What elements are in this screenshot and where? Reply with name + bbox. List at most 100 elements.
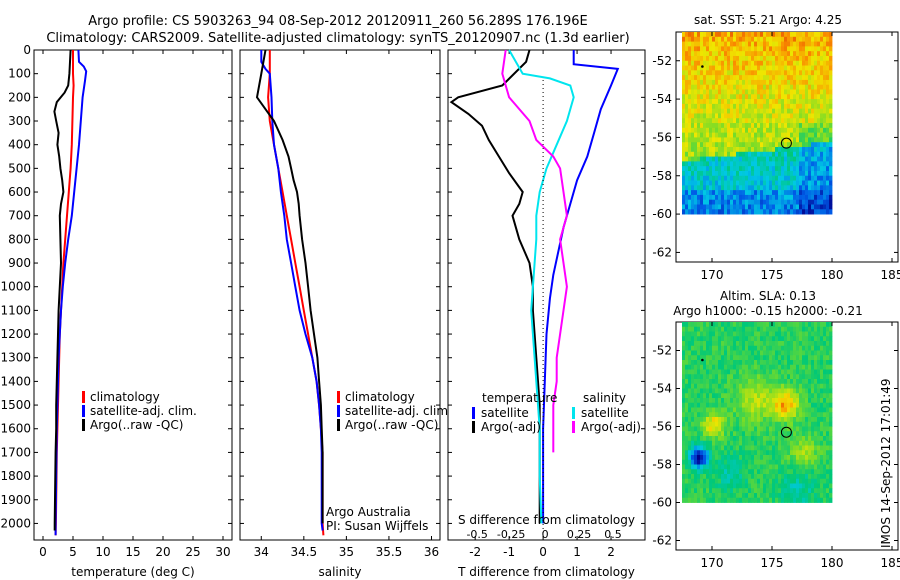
heatmap-cell bbox=[772, 345, 776, 351]
heatmap-cell bbox=[706, 417, 710, 423]
heatmap-cell bbox=[730, 412, 734, 418]
heatmap-cell bbox=[691, 99, 695, 105]
heatmap-cell bbox=[763, 194, 767, 201]
heatmap-cell bbox=[712, 41, 716, 47]
heatmap-cell bbox=[697, 326, 701, 332]
heatmap-cell bbox=[718, 194, 722, 201]
heatmap-cell bbox=[799, 440, 803, 446]
heatmap-cell bbox=[721, 469, 725, 475]
heatmap-cell bbox=[715, 497, 719, 503]
heatmap-cell bbox=[760, 175, 764, 181]
heatmap-cell bbox=[805, 369, 809, 375]
heatmap-cell bbox=[820, 445, 824, 451]
heatmap-cell bbox=[733, 94, 737, 100]
heatmap-cell bbox=[760, 132, 764, 138]
heatmap-cell bbox=[700, 142, 704, 148]
heatmap-cell bbox=[814, 204, 818, 210]
heatmap-cell bbox=[727, 147, 731, 153]
map-y-tick-label: -62 bbox=[652, 245, 672, 259]
heatmap-cell bbox=[703, 60, 707, 66]
heatmap-cell bbox=[775, 421, 779, 427]
heatmap-cell bbox=[739, 493, 743, 499]
heatmap-cell bbox=[790, 142, 794, 148]
heatmap-cell bbox=[730, 450, 734, 456]
heatmap-cell bbox=[745, 41, 749, 47]
heatmap-cell bbox=[769, 36, 773, 42]
heatmap-cell bbox=[727, 412, 731, 418]
heatmap-cell bbox=[820, 402, 824, 408]
heatmap-cell bbox=[820, 407, 824, 413]
heatmap-cell bbox=[793, 142, 797, 148]
heatmap-cell bbox=[751, 350, 755, 356]
heatmap-cell bbox=[688, 156, 692, 162]
heatmap-cell bbox=[793, 493, 797, 499]
heatmap-cell bbox=[826, 161, 830, 167]
heatmap-cell bbox=[769, 474, 773, 480]
heatmap-cell bbox=[820, 118, 824, 124]
heatmap-cell bbox=[787, 99, 791, 105]
heatmap-cell bbox=[757, 360, 761, 366]
heatmap-cell bbox=[781, 151, 785, 157]
heatmap-cell bbox=[763, 137, 767, 143]
heatmap-cell bbox=[793, 70, 797, 76]
heatmap-cell bbox=[790, 75, 794, 81]
depth-tick-label: 100 bbox=[8, 67, 31, 81]
heatmap-cell bbox=[790, 94, 794, 100]
heatmap-cell bbox=[706, 355, 710, 361]
heatmap-cell bbox=[823, 132, 827, 138]
heatmap-cell bbox=[724, 402, 728, 408]
heatmap-cell bbox=[754, 464, 758, 470]
heatmap-cell bbox=[733, 421, 737, 427]
heatmap-cell bbox=[766, 393, 770, 399]
heatmap-cell bbox=[820, 455, 824, 461]
heatmap-cell bbox=[724, 393, 728, 399]
heatmap-cell bbox=[709, 209, 713, 215]
map-x-tick-label: 170 bbox=[701, 268, 724, 282]
heatmap-cell bbox=[793, 175, 797, 181]
heatmap-cell bbox=[778, 474, 782, 480]
heatmap-cell bbox=[799, 185, 803, 191]
heatmap-cell bbox=[703, 355, 707, 361]
heatmap-cell bbox=[712, 469, 716, 475]
heatmap-cell bbox=[766, 336, 770, 342]
heatmap-cell bbox=[736, 166, 740, 172]
heatmap-cell bbox=[739, 99, 743, 105]
heatmap-cell bbox=[733, 127, 737, 134]
heatmap-cell bbox=[718, 421, 722, 427]
heatmap-cell bbox=[808, 326, 812, 332]
heatmap-cell bbox=[817, 379, 821, 385]
heatmap-cell bbox=[817, 75, 821, 81]
heatmap-cell bbox=[775, 355, 779, 361]
heatmap-cell bbox=[721, 156, 725, 162]
heatmap-cell bbox=[826, 360, 830, 366]
heatmap-cell bbox=[805, 209, 809, 215]
heatmap-cell bbox=[712, 108, 716, 114]
heatmap-cell bbox=[748, 364, 752, 370]
heatmap-cell bbox=[817, 431, 821, 437]
heatmap-cell bbox=[772, 402, 776, 408]
heatmap-cell bbox=[685, 156, 689, 162]
heatmap-cell bbox=[691, 440, 695, 446]
heatmap-cell bbox=[754, 345, 758, 351]
heatmap-cell bbox=[739, 185, 743, 191]
heatmap-cell bbox=[685, 421, 689, 427]
heatmap-cell bbox=[724, 360, 728, 366]
heatmap-cell bbox=[790, 369, 794, 375]
heatmap-cell bbox=[688, 190, 692, 196]
heatmap-cell bbox=[697, 421, 701, 427]
heatmap-cell bbox=[739, 360, 743, 366]
heatmap-cell bbox=[775, 41, 779, 47]
heatmap-cell bbox=[760, 341, 764, 347]
heatmap-cell bbox=[694, 331, 698, 337]
heatmap-cell bbox=[718, 326, 722, 332]
heatmap-cell bbox=[817, 469, 821, 475]
heatmap-cell bbox=[709, 161, 713, 167]
heatmap-cell bbox=[769, 322, 773, 328]
heatmap-cell bbox=[697, 113, 701, 119]
heatmap-cell bbox=[739, 204, 743, 210]
heatmap-cell bbox=[712, 89, 716, 95]
heatmap-cell bbox=[811, 55, 815, 62]
heatmap-cell bbox=[826, 170, 830, 177]
heatmap-cell bbox=[760, 497, 764, 503]
